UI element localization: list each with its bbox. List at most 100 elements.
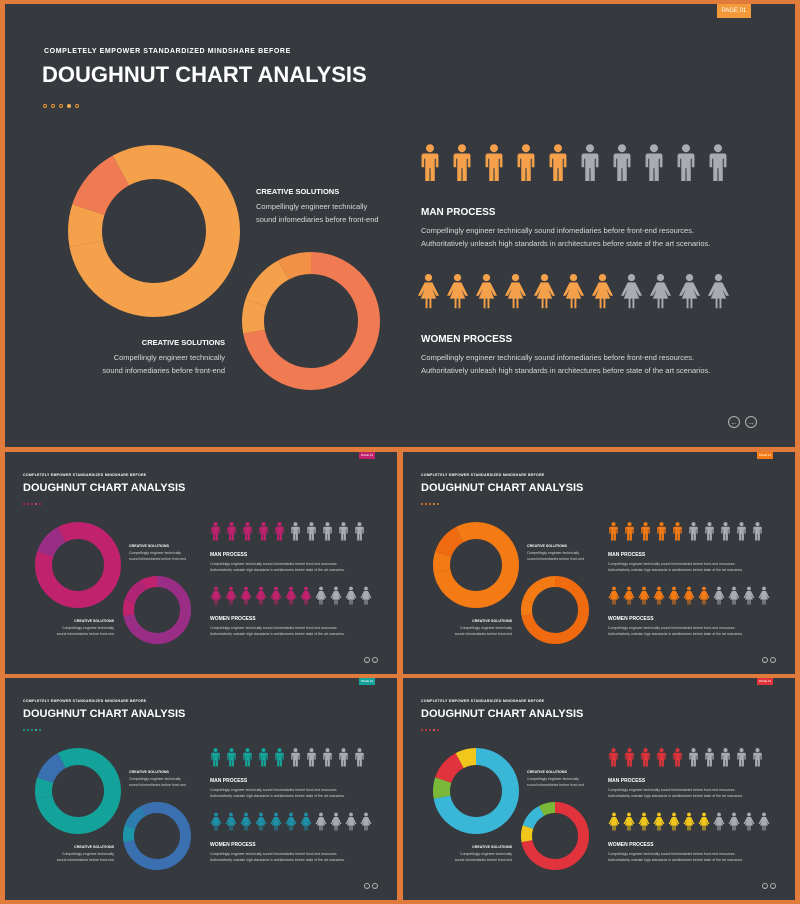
label-line: sound infomediaries before front-end xyxy=(102,366,225,375)
decorative-dot xyxy=(437,729,439,731)
doughnut-segment xyxy=(35,748,121,834)
label-line: sound infomediaries before front-end xyxy=(129,557,187,561)
man-process-heading: MAN PROCESS xyxy=(421,207,496,218)
doughnut-segment xyxy=(68,145,240,317)
man-icon xyxy=(354,748,365,767)
label-line: sound infomediaries before front-end xyxy=(129,783,187,787)
doughnut-chart-large xyxy=(35,748,121,834)
man-icon xyxy=(672,522,683,541)
woman-icon xyxy=(270,586,282,605)
label-heading: CREATIVE SOLUTIONS xyxy=(256,187,340,196)
next-arrow-icon[interactable]: → xyxy=(745,416,757,428)
slide-navigation: ← → xyxy=(762,657,776,663)
doughnut-chart-small xyxy=(123,576,191,644)
woman-icons-row xyxy=(608,586,770,605)
woman-icon xyxy=(743,586,755,605)
woman-icon xyxy=(225,812,237,831)
man-process-heading: MAN PROCESS xyxy=(210,552,248,558)
main-slide: PAGE 01 COMPLETELY EMPOWER STANDARDIZED … xyxy=(5,4,795,447)
man-icon xyxy=(226,522,237,541)
page-tag: PAGE 01 xyxy=(359,678,375,685)
decorative-dot xyxy=(23,503,25,505)
thumbnail-slide-multicolor[interactable]: PAGE 01 COMPLETELY EMPOWER STANDARDIZED … xyxy=(403,678,795,900)
man-icon xyxy=(688,522,699,541)
women-process-block: WOMEN PROCESS Compellingly engineer tech… xyxy=(608,616,793,637)
decorative-dots xyxy=(23,729,41,731)
women-process-text: Authoritatively unleash high standards i… xyxy=(421,366,711,375)
creative-solutions-label-bottom: CREATIVE SOLUTIONS Compellingly engineer… xyxy=(65,338,225,377)
prev-arrow-icon[interactable]: ← xyxy=(762,883,768,889)
woman-icon xyxy=(225,586,237,605)
woman-icon xyxy=(728,812,740,831)
thumbnail-slide-magenta[interactable]: PAGE 01 COMPLETELY EMPOWER STANDARDIZED … xyxy=(5,452,397,674)
woman-icon xyxy=(300,586,312,605)
label-heading: CREATIVE SOLUTIONS xyxy=(472,619,512,623)
label-line: Compellingly engineer technically xyxy=(62,626,114,630)
decorative-dot xyxy=(67,104,71,108)
doughnut-segment xyxy=(521,802,589,870)
decorative-dots xyxy=(421,503,439,505)
woman-icon xyxy=(270,812,282,831)
creative-solutions-label-bottom: CREATIVE SOLUTIONS Compellingly engineer… xyxy=(29,619,114,637)
next-arrow-icon[interactable]: → xyxy=(770,883,776,889)
woman-icon xyxy=(698,812,710,831)
next-arrow-icon[interactable]: → xyxy=(770,657,776,663)
thumbnail-slide-orange[interactable]: PAGE 01 COMPLETELY EMPOWER STANDARDIZED … xyxy=(403,452,795,674)
women-process-heading: WOMEN PROCESS xyxy=(210,842,256,848)
decorative-dot xyxy=(425,729,427,731)
man-icon xyxy=(547,144,569,182)
creative-solutions-label-bottom: CREATIVE SOLUTIONS Compellingly engineer… xyxy=(427,619,512,637)
woman-icons-row xyxy=(417,272,730,310)
slide-kicker: COMPLETELY EMPOWER STANDARDIZED MINDSHAR… xyxy=(421,473,545,477)
next-arrow-icon[interactable]: → xyxy=(372,657,378,663)
decorative-dot xyxy=(27,729,29,731)
women-process-text: Authoritatively unleash high standards i… xyxy=(608,858,744,862)
man-icon xyxy=(210,522,221,541)
creative-solutions-label-top: CREATIVE SOLUTIONS Compellingly engineer… xyxy=(527,544,617,562)
woman-icon xyxy=(707,272,730,310)
man-icon xyxy=(242,522,253,541)
women-process-heading: WOMEN PROCESS xyxy=(608,616,654,622)
prev-arrow-icon[interactable]: ← xyxy=(364,883,370,889)
label-line: Compellingly engineer technically xyxy=(527,777,579,781)
woman-icon xyxy=(300,812,312,831)
thumbnail-slide-teal[interactable]: PAGE 01 COMPLETELY EMPOWER STANDARDIZED … xyxy=(5,678,397,900)
label-line: sound infomediaries before front-end xyxy=(56,858,114,862)
doughnut-segment xyxy=(521,576,589,644)
prev-arrow-icon[interactable]: ← xyxy=(364,657,370,663)
label-line: Compellingly engineer technically xyxy=(460,852,512,856)
woman-icon xyxy=(330,586,342,605)
man-icon xyxy=(483,144,505,182)
label-line: Compellingly engineer technically xyxy=(527,551,579,555)
label-line: Compellingly engineer technically xyxy=(256,202,368,211)
doughnut-chart-large xyxy=(433,748,519,834)
creative-solutions-label-bottom: CREATIVE SOLUTIONS Compellingly engineer… xyxy=(29,845,114,863)
decorative-dot xyxy=(51,104,55,108)
prev-arrow-icon[interactable]: ← xyxy=(762,657,768,663)
decorative-dots xyxy=(421,729,439,731)
woman-icons-row xyxy=(210,812,372,831)
man-process-block: MAN PROCESS Compellingly engineer techni… xyxy=(608,778,793,799)
man-process-block: MAN PROCESS Compellingly engineer techni… xyxy=(421,207,791,250)
next-arrow-icon[interactable]: → xyxy=(372,883,378,889)
man-icon xyxy=(290,522,301,541)
man-icons-row xyxy=(608,748,763,767)
decorative-dot xyxy=(433,503,435,505)
man-icon xyxy=(338,748,349,767)
doughnut-segment xyxy=(123,576,191,644)
woman-icon xyxy=(653,586,665,605)
man-icon xyxy=(624,522,635,541)
man-icon xyxy=(720,522,731,541)
woman-icon xyxy=(623,586,635,605)
man-process-block: MAN PROCESS Compellingly engineer techni… xyxy=(210,778,395,799)
women-process-text: Compellingly engineer technically sound … xyxy=(210,852,338,856)
doughnut-chart-small xyxy=(123,802,191,870)
woman-icon xyxy=(210,812,222,831)
man-icon xyxy=(752,748,763,767)
decorative-dot xyxy=(27,503,29,505)
prev-arrow-icon[interactable]: ← xyxy=(728,416,740,428)
man-icon xyxy=(274,748,285,767)
woman-icon xyxy=(678,272,701,310)
man-icon xyxy=(419,144,441,182)
man-icon xyxy=(736,748,747,767)
